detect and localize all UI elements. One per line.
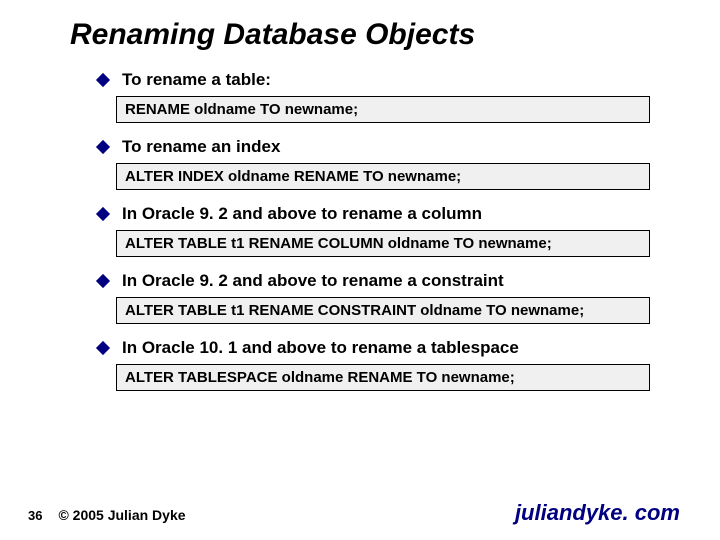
bullet-line: To rename an index — [98, 137, 670, 157]
code-box: RENAME oldname TO newname; — [116, 96, 650, 123]
bullet-line: In Oracle 9. 2 and above to rename a con… — [98, 271, 670, 291]
code-box: ALTER INDEX oldname RENAME TO newname; — [116, 163, 650, 190]
diamond-bullet-icon — [96, 274, 110, 288]
code-box: ALTER TABLE t1 RENAME CONSTRAINT oldname… — [116, 297, 650, 324]
diamond-bullet-icon — [96, 207, 110, 221]
bullet-text: To rename an index — [122, 137, 280, 157]
list-item: To rename an index ALTER INDEX oldname R… — [98, 137, 670, 190]
diamond-bullet-icon — [96, 73, 110, 87]
diamond-bullet-icon — [96, 140, 110, 154]
bullet-text: In Oracle 10. 1 and above to rename a ta… — [122, 338, 519, 358]
code-box: ALTER TABLESPACE oldname RENAME TO newna… — [116, 364, 650, 391]
diamond-bullet-icon — [96, 341, 110, 355]
copyright-text: © 2005 Julian Dyke — [58, 507, 185, 523]
page-number: 36 — [28, 508, 42, 523]
list-item: In Oracle 9. 2 and above to rename a col… — [98, 204, 670, 257]
bullet-line: To rename a table: — [98, 70, 670, 90]
items-list: To rename a table: RENAME oldname TO new… — [70, 70, 670, 391]
list-item: In Oracle 10. 1 and above to rename a ta… — [98, 338, 670, 391]
bullet-line: In Oracle 10. 1 and above to rename a ta… — [98, 338, 670, 358]
list-item: To rename a table: RENAME oldname TO new… — [98, 70, 670, 123]
bullet-text: To rename a table: — [122, 70, 271, 90]
bullet-text: In Oracle 9. 2 and above to rename a con… — [122, 271, 504, 291]
footer: 36 © 2005 Julian Dyke juliandyke. com — [0, 500, 720, 526]
bullet-text: In Oracle 9. 2 and above to rename a col… — [122, 204, 482, 224]
list-item: In Oracle 9. 2 and above to rename a con… — [98, 271, 670, 324]
slide-title: Renaming Database Objects — [70, 18, 670, 52]
footer-url: juliandyke. com — [515, 500, 680, 526]
bullet-line: In Oracle 9. 2 and above to rename a col… — [98, 204, 670, 224]
code-box: ALTER TABLE t1 RENAME COLUMN oldname TO … — [116, 230, 650, 257]
